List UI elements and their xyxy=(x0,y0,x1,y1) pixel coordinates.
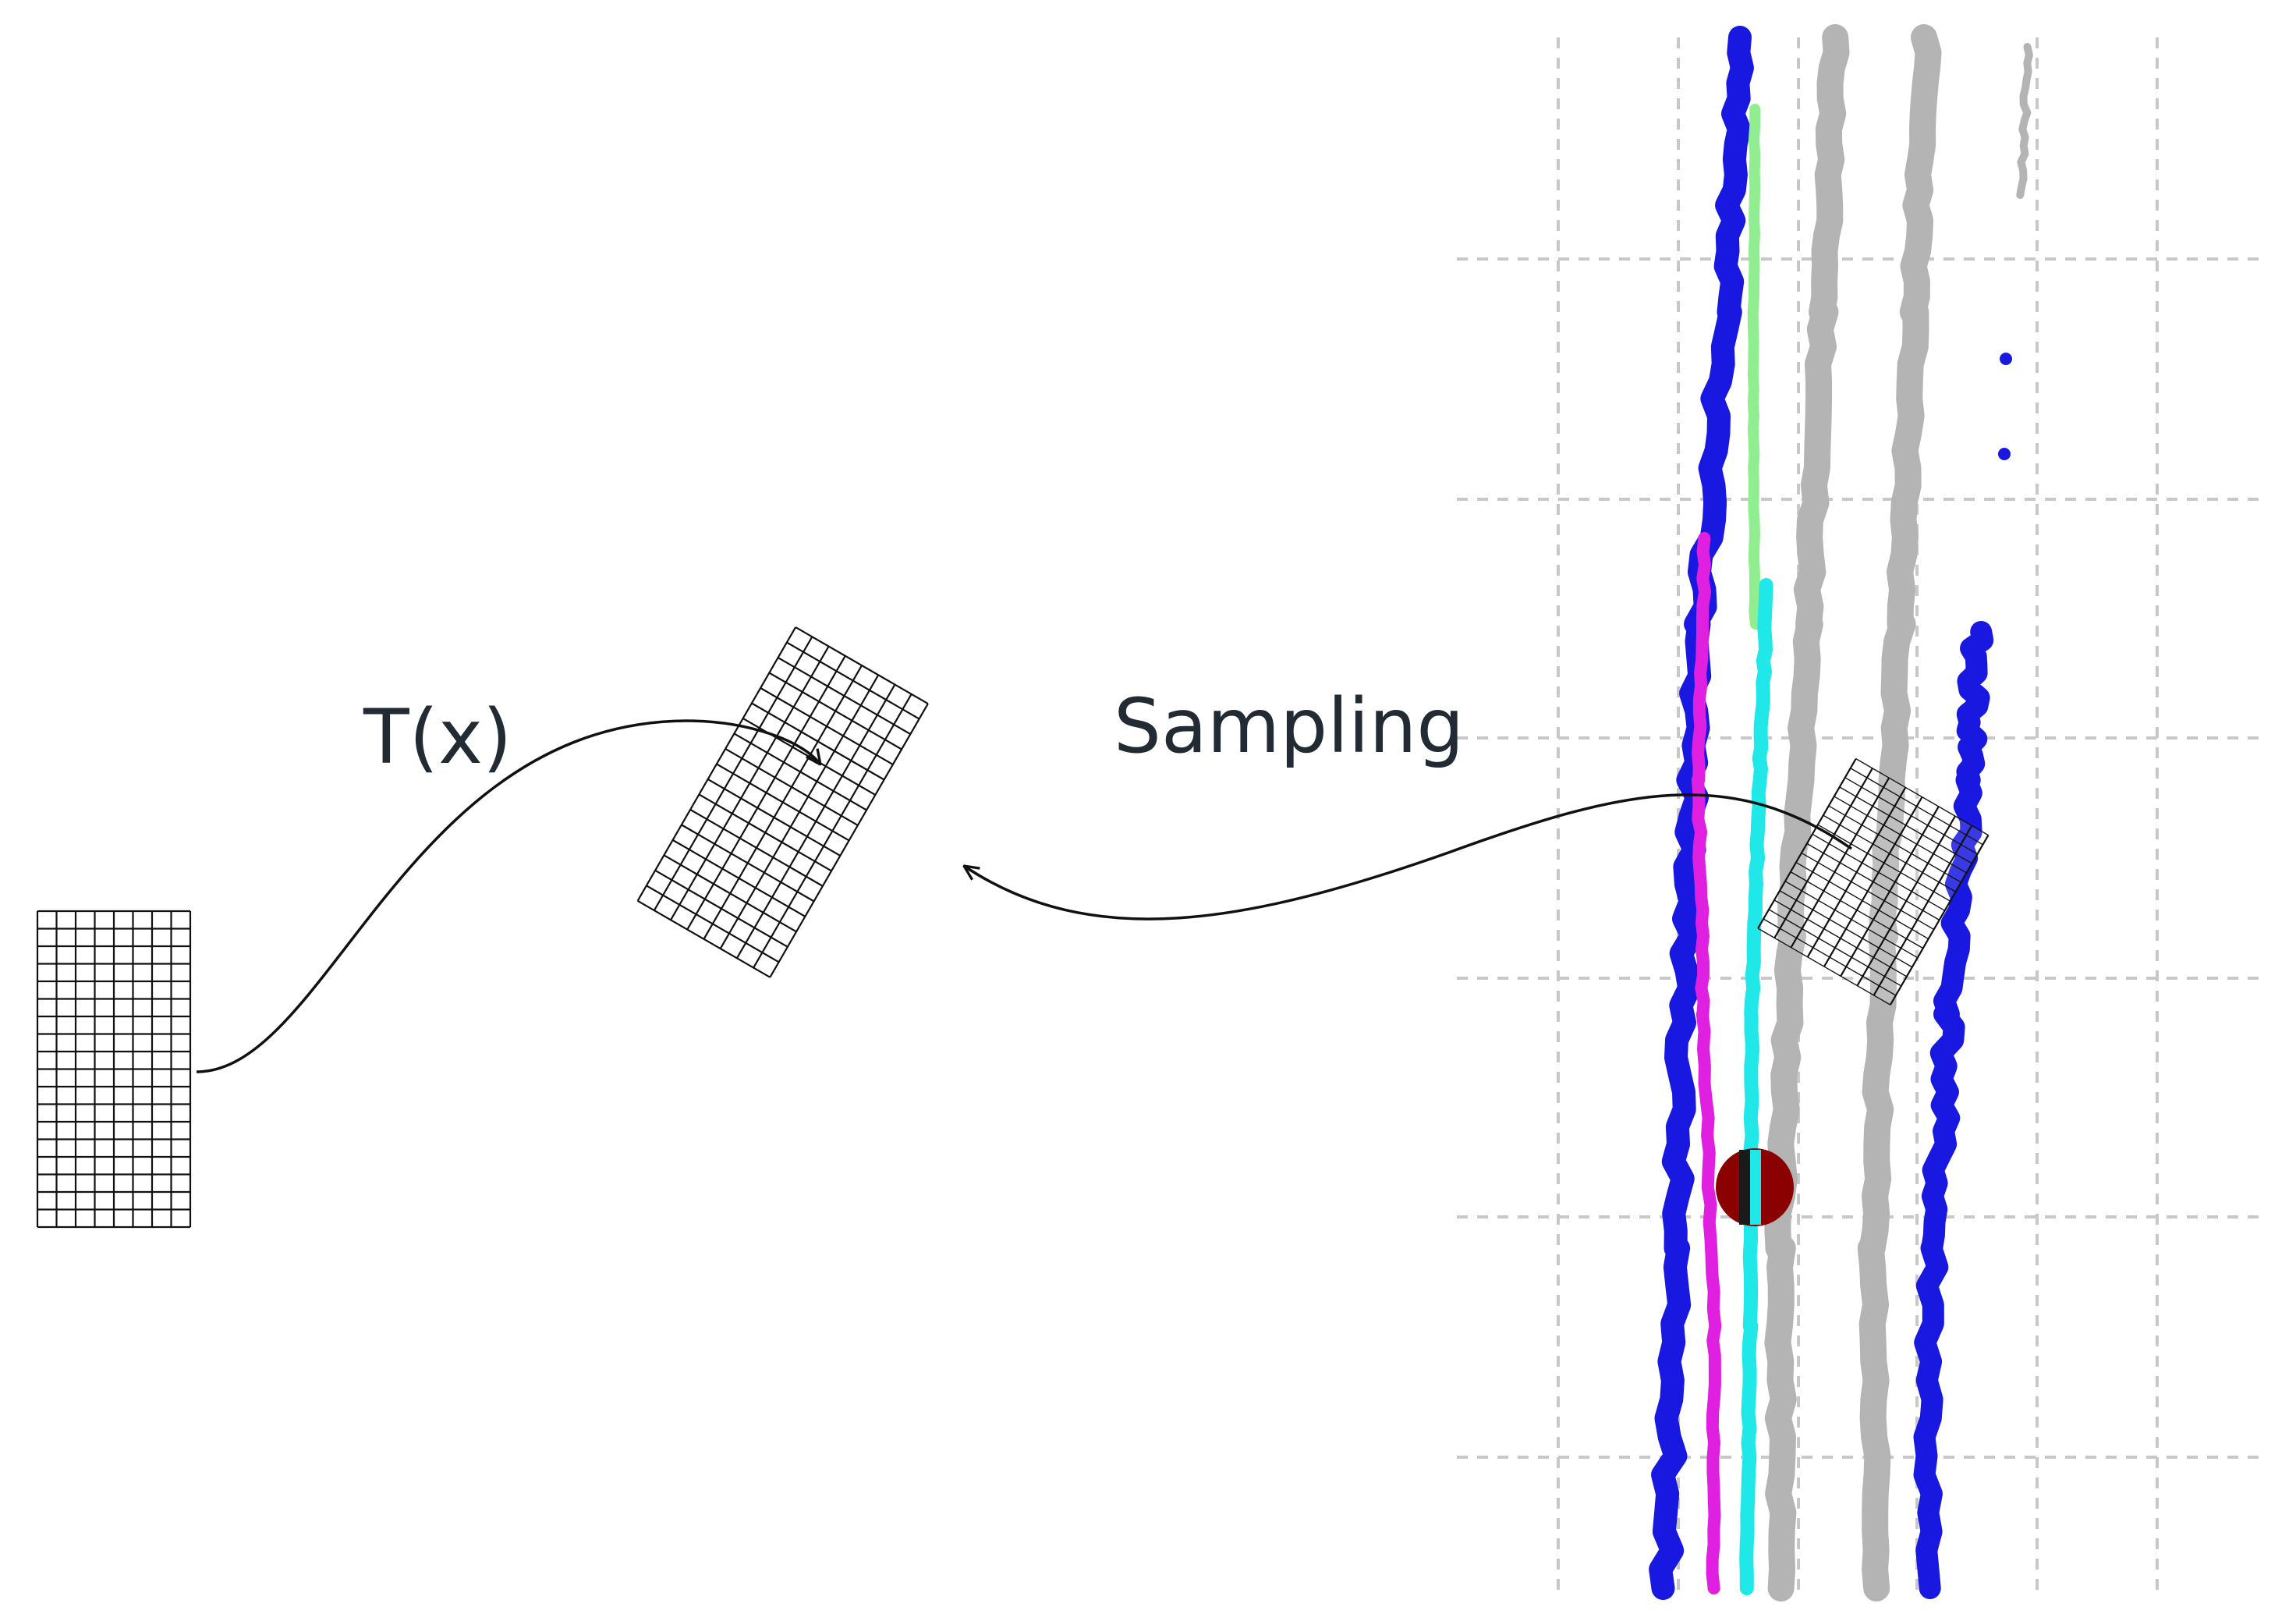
grid-row-line xyxy=(1763,918,1897,996)
grid-row-line xyxy=(663,854,797,933)
grid-row-line xyxy=(1817,824,1951,902)
grid-row-line xyxy=(1855,758,1989,836)
vehicle-marker xyxy=(1716,1148,1794,1226)
grid-row-line xyxy=(768,672,902,750)
lane-trace-cyan xyxy=(1739,578,1773,1595)
sampling-grid xyxy=(1757,758,1990,1006)
grid-row-line xyxy=(1795,861,1929,940)
lane-trace-gray-2 xyxy=(1857,24,1942,1601)
lane-trace-magenta xyxy=(1691,532,1722,1594)
lane-trace-gray-3 xyxy=(2016,43,2033,199)
grid-row-line xyxy=(786,641,920,720)
grid-row-line xyxy=(1806,842,1940,920)
lane-trace-green xyxy=(1747,104,1761,630)
grid-row-line xyxy=(698,793,832,872)
transformed-grid xyxy=(636,626,929,978)
grid-row-line xyxy=(1790,871,1924,949)
grid-row-line xyxy=(646,885,780,963)
grid-row-line xyxy=(1812,833,1945,911)
transform-label: T(x) xyxy=(363,693,512,781)
lane-trace-blue-right xyxy=(1913,621,1994,1599)
lane-point xyxy=(2000,353,2012,365)
grid-row-line xyxy=(760,687,894,765)
sampling-label: Sampling xyxy=(1114,683,1464,770)
grid-row-line xyxy=(716,763,850,842)
grid-row-line xyxy=(1850,768,1983,846)
lane-map-image xyxy=(1457,24,2262,1601)
grid-row-line xyxy=(725,747,859,826)
grid-row-line xyxy=(751,702,885,781)
grid-row-line xyxy=(707,778,841,857)
grid-row-line xyxy=(1839,786,1972,864)
grid-row-line xyxy=(689,808,824,887)
grid-row-line xyxy=(654,869,788,948)
source-grid xyxy=(36,910,192,1229)
lane-trace-blue-left xyxy=(1649,26,1754,1600)
grid-row-line xyxy=(1844,777,1978,855)
grid-row-line xyxy=(672,839,806,917)
lane-point xyxy=(1998,448,2011,460)
grid-row-line xyxy=(795,626,929,705)
grid-row-line xyxy=(1784,881,1919,959)
grid-row-line xyxy=(681,824,815,903)
grid-row-line xyxy=(637,899,771,978)
transform-arrow xyxy=(196,719,820,1073)
grid-row-line xyxy=(1773,899,1908,977)
sampling-arrow xyxy=(964,793,1853,920)
grid-row-line xyxy=(1834,796,1967,874)
lane-trace-gray-1 xyxy=(1764,24,1850,1601)
grid-row-line xyxy=(1757,928,1891,1006)
grid-row-line xyxy=(1828,805,1961,883)
grid-row-line xyxy=(1823,814,1956,892)
grid-row-line xyxy=(778,657,911,735)
grid-row-line xyxy=(1801,852,1935,931)
grid-row-line xyxy=(1768,909,1902,987)
grid-row-line xyxy=(733,732,867,811)
lane-traces xyxy=(1649,24,2033,1601)
grid-row-line xyxy=(1779,890,1913,968)
